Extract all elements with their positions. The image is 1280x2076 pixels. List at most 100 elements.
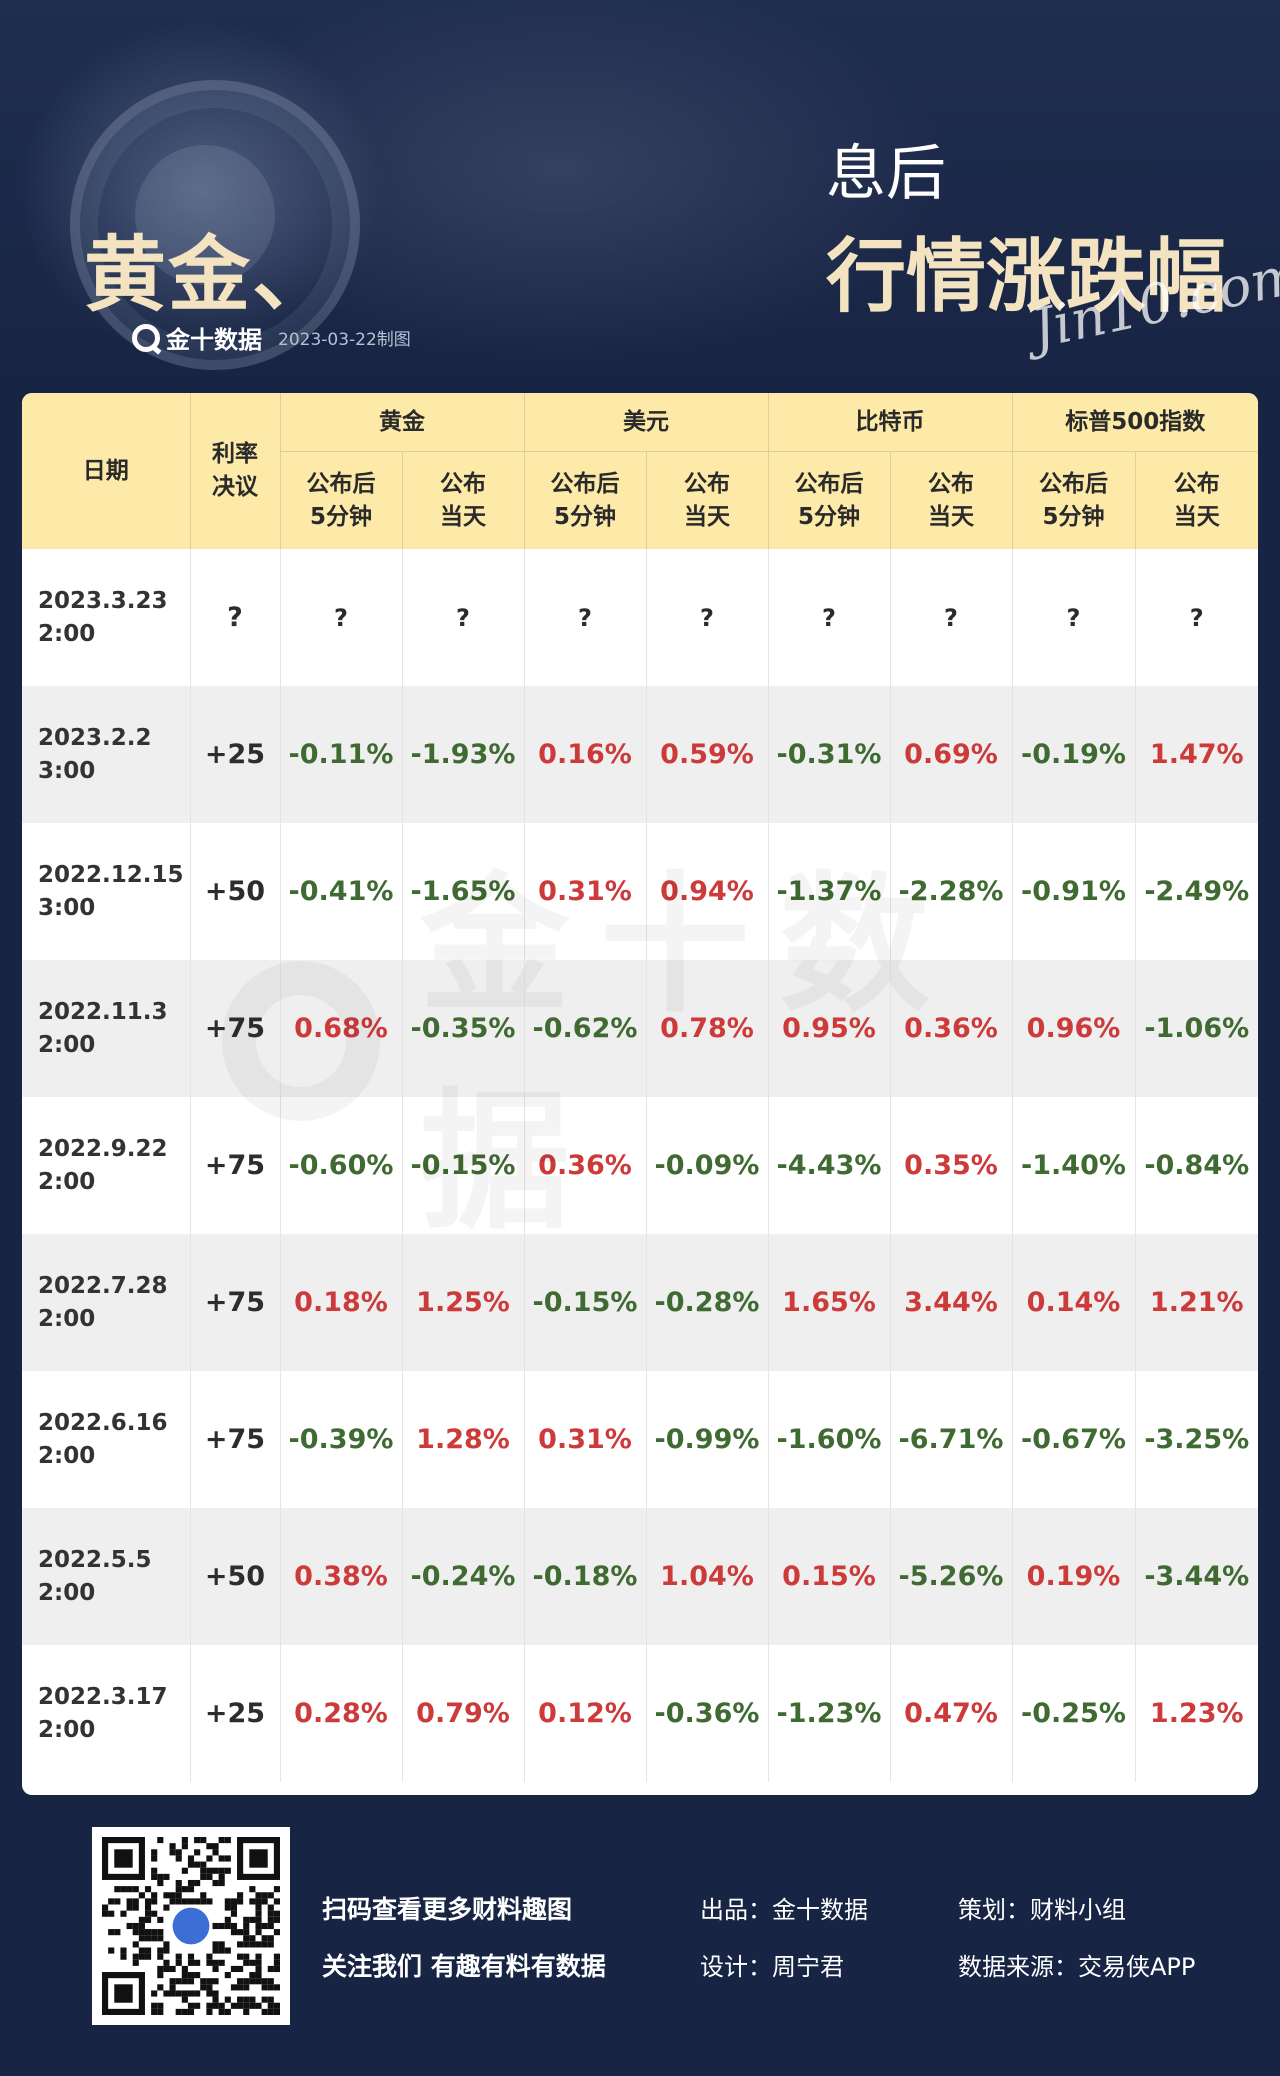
- qr-code[interactable]: [92, 1827, 290, 2025]
- footer-source: 数据来源：交易侠APP: [958, 1953, 1196, 1981]
- data-table-card: 日期 利率决议 黄金 美元 比特币 标普500指数 公布后 5分钟 公布 当天 公布后 5…: [22, 393, 1258, 1795]
- title-right-top: 息后: [826, 139, 946, 209]
- row-date: 2022.11.3 2:00: [22, 960, 190, 1097]
- sub-header-gold-after: 公布后 5分钟: [279, 451, 402, 549]
- table-row: 2022.3.17 2:00 +25 0.28% 0.79% 0.12% -0.36% -1.…: [22, 1645, 1258, 1782]
- cell-usd-day: 0.94%: [645, 823, 768, 960]
- row-rate-decision: +50: [189, 1508, 280, 1645]
- cell-gold-after: 0.28%: [279, 1645, 402, 1782]
- cell-gold-day: -1.65%: [401, 823, 524, 960]
- cell-sp500-after: ?: [1011, 549, 1135, 686]
- cell-bitcoin-day: -6.71%: [889, 1371, 1012, 1508]
- table-row: 2023.3.23 2:00?????????: [22, 549, 1258, 686]
- row-rate-decision: +75: [189, 960, 280, 1097]
- row-date: 2022.12.15 3:00: [38, 861, 184, 921]
- row-date: 2022.9.22 2:00: [38, 1135, 168, 1195]
- qr-code-icon: [102, 1837, 280, 2015]
- cell-bitcoin-day: ?: [889, 549, 1012, 686]
- cell-gold-day: -0.35%: [401, 960, 524, 1097]
- row-rate-decision: +50: [189, 823, 280, 960]
- group-header-gold: 黄金: [279, 393, 524, 452]
- cell-sp500-day: -3.44%: [1134, 1508, 1258, 1645]
- cell-sp500-after: 0.19%: [1011, 1508, 1135, 1645]
- cell-bitcoin-after: -1.37%: [767, 823, 890, 960]
- brand-logo-icon: [132, 323, 160, 352]
- seal-eagle-image: [135, 145, 275, 285]
- cell-sp500-after: 0.14%: [1011, 1234, 1135, 1371]
- row-rate-decision: +25: [189, 686, 280, 823]
- footer-line-1: 扫码查看更多财料趣图: [322, 1895, 573, 1924]
- table-row: 2022.11.3 2:00 +75 0.68% -0.35% -0.62% 0.78% 0.…: [22, 960, 1258, 1097]
- cell-bitcoin-day: -5.26%: [889, 1508, 1012, 1645]
- cell-sp500-after: 0.96%: [1011, 960, 1135, 1097]
- row-rate-decision: +75: [189, 1097, 280, 1234]
- cell-gold-day: 0.79%: [401, 1645, 524, 1782]
- cell-usd-after: -0.62%: [523, 960, 646, 1097]
- cell-bitcoin-day: 0.35%: [889, 1097, 1012, 1234]
- cell-usd-after: 0.16%: [523, 686, 646, 823]
- cell-sp500-day: -0.84%: [1134, 1097, 1258, 1234]
- cell-bitcoin-after: -1.60%: [767, 1371, 890, 1508]
- hero-banner: 黄金、 息后 行情涨跌幅 Jin10.com 金十数据 2023-03-22制图: [0, 0, 1280, 400]
- cell-bitcoin-after: -0.31%: [767, 686, 890, 823]
- title-right: 行情涨跌幅: [826, 229, 1226, 323]
- cell-sp500-day: -2.49%: [1134, 823, 1258, 960]
- cell-gold-after: 0.38%: [279, 1508, 402, 1645]
- cell-gold-day: -0.24%: [401, 1508, 524, 1645]
- table-body: 2023.3.23 2:00????????? 2023.2.2 3:00 +25 -0.…: [22, 549, 1258, 1782]
- table-row: 2023.2.2 3:00 +25 -0.11% -1.93% 0.16% 0.59% -0.…: [22, 686, 1258, 823]
- cell-sp500-after: -0.67%: [1011, 1371, 1135, 1508]
- cell-usd-day: -0.36%: [645, 1645, 768, 1782]
- table-row: 2022.12.15 3:00 +50 -0.41% -1.65% 0.31% 0.94% -…: [22, 823, 1258, 960]
- cell-bitcoin-after: 1.65%: [767, 1234, 890, 1371]
- cell-sp500-after: -0.91%: [1011, 823, 1135, 960]
- table-row: 2022.7.28 2:00 +75 0.18% 1.25% -0.15% -0.28% 1.…: [22, 1234, 1258, 1371]
- group-header-usd: 美元: [523, 393, 768, 452]
- table-row: 2022.6.16 2:00 +75 -0.39% 1.28% 0.31% -0.99% -1…: [22, 1371, 1258, 1508]
- cell-gold-after: -0.39%: [279, 1371, 402, 1508]
- cell-usd-after: -0.18%: [523, 1508, 646, 1645]
- rate-decision-table: 日期 利率决议 黄金 美元 比特币 标普500指数 公布后 5分钟 公布 当天 公布后 5…: [22, 393, 1258, 1782]
- cell-bitcoin-after: -4.43%: [767, 1097, 890, 1234]
- sub-header-bitcoin-day: 公布 当天: [889, 451, 1012, 549]
- cell-usd-day: -0.09%: [645, 1097, 768, 1234]
- cell-usd-day: -0.99%: [645, 1371, 768, 1508]
- footer-producer: 出品：金十数据: [700, 1896, 868, 1924]
- cell-gold-after: 0.18%: [279, 1234, 402, 1371]
- row-date: 2022.5.5 2:00: [22, 1508, 190, 1645]
- cell-gold-after: -0.41%: [279, 823, 402, 960]
- row-date: 2023.3.23 2:00: [38, 587, 168, 647]
- cell-bitcoin-day: 3.44%: [889, 1234, 1012, 1371]
- col-header-date: 日期: [22, 393, 190, 549]
- footer-planner: 策划：财料小组: [958, 1896, 1126, 1924]
- title-left: 黄金、: [84, 227, 337, 323]
- group-header-sp500: 标普500指数: [1011, 393, 1258, 452]
- group-header-bitcoin: 比特币: [767, 393, 1012, 452]
- cell-usd-after: 0.31%: [523, 823, 646, 960]
- cell-gold-day: ?: [401, 549, 524, 686]
- cell-usd-after: -0.15%: [523, 1234, 646, 1371]
- cell-gold-after: -0.60%: [279, 1097, 402, 1234]
- cell-sp500-day: -1.06%: [1134, 960, 1258, 1097]
- cell-bitcoin-day: 0.47%: [889, 1645, 1012, 1782]
- cell-sp500-day: -3.25%: [1134, 1371, 1258, 1508]
- footer-line-2: 关注我们 有趣有料有数据: [322, 1952, 606, 1981]
- sub-header-row: 公布后 5分钟 公布 当天 公布后 5分钟 公布 当天 公布后 5分钟 公布 当天 公布后 5分钟 公布 当天: [22, 451, 1258, 549]
- table-row: 2022.9.22 2:00 +75 -0.60% -0.15% 0.36% -0.09% -…: [22, 1097, 1258, 1234]
- row-rate-decision: +75: [189, 1371, 280, 1508]
- sub-header-sp500-after: 公布后 5分钟: [1011, 451, 1135, 549]
- cell-bitcoin-after: -1.23%: [767, 1645, 890, 1782]
- row-rate-decision: +25: [189, 1645, 280, 1782]
- cell-usd-after: ?: [523, 549, 646, 686]
- cell-sp500-day: 1.47%: [1134, 686, 1258, 823]
- cell-gold-day: 1.25%: [401, 1234, 524, 1371]
- sub-header-usd-after: 公布后 5分钟: [523, 451, 646, 549]
- cell-usd-day: 0.59%: [645, 686, 768, 823]
- fed-seal-image: [70, 80, 360, 370]
- cell-usd-after: 0.12%: [523, 1645, 646, 1782]
- brand-name: 金十数据: [166, 326, 262, 354]
- date-note: 2023-03-22制图: [278, 330, 411, 350]
- cell-usd-after: 0.31%: [523, 1371, 646, 1508]
- cell-gold-after: 0.68%: [279, 960, 402, 1097]
- row-date: 2022.3.17 2:00: [38, 1683, 168, 1743]
